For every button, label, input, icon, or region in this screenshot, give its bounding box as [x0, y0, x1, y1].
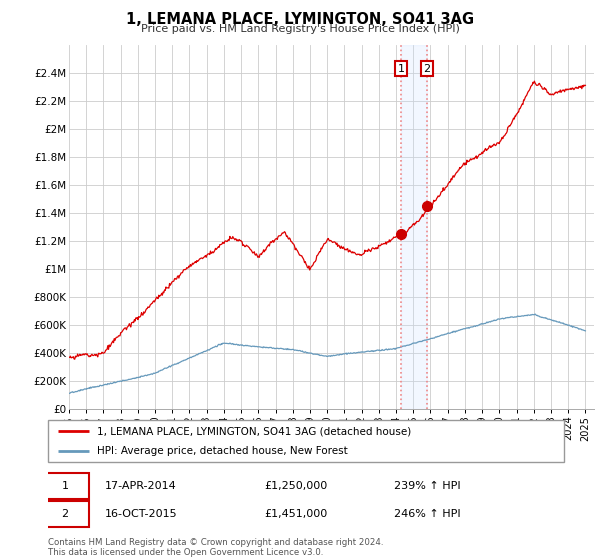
- Text: 1, LEMANA PLACE, LYMINGTON, SO41 3AG: 1, LEMANA PLACE, LYMINGTON, SO41 3AG: [126, 12, 474, 27]
- Text: 1: 1: [62, 481, 68, 491]
- Text: Price paid vs. HM Land Registry's House Price Index (HPI): Price paid vs. HM Land Registry's House …: [140, 24, 460, 34]
- Text: HPI: Average price, detached house, New Forest: HPI: Average price, detached house, New …: [97, 446, 348, 456]
- Text: 17-APR-2014: 17-APR-2014: [105, 481, 176, 491]
- Text: £1,451,000: £1,451,000: [265, 509, 328, 519]
- Text: 2: 2: [61, 509, 68, 519]
- Text: 1: 1: [398, 64, 405, 73]
- FancyBboxPatch shape: [40, 473, 89, 499]
- FancyBboxPatch shape: [40, 501, 89, 527]
- Text: 239% ↑ HPI: 239% ↑ HPI: [394, 481, 460, 491]
- Text: 16-OCT-2015: 16-OCT-2015: [105, 509, 178, 519]
- Bar: [401, 45, 427, 409]
- Text: £1,250,000: £1,250,000: [265, 481, 328, 491]
- Text: 246% ↑ HPI: 246% ↑ HPI: [394, 509, 460, 519]
- Text: Contains HM Land Registry data © Crown copyright and database right 2024.
This d: Contains HM Land Registry data © Crown c…: [48, 538, 383, 557]
- Text: 2: 2: [424, 64, 431, 73]
- Text: 1, LEMANA PLACE, LYMINGTON, SO41 3AG (detached house): 1, LEMANA PLACE, LYMINGTON, SO41 3AG (de…: [97, 426, 411, 436]
